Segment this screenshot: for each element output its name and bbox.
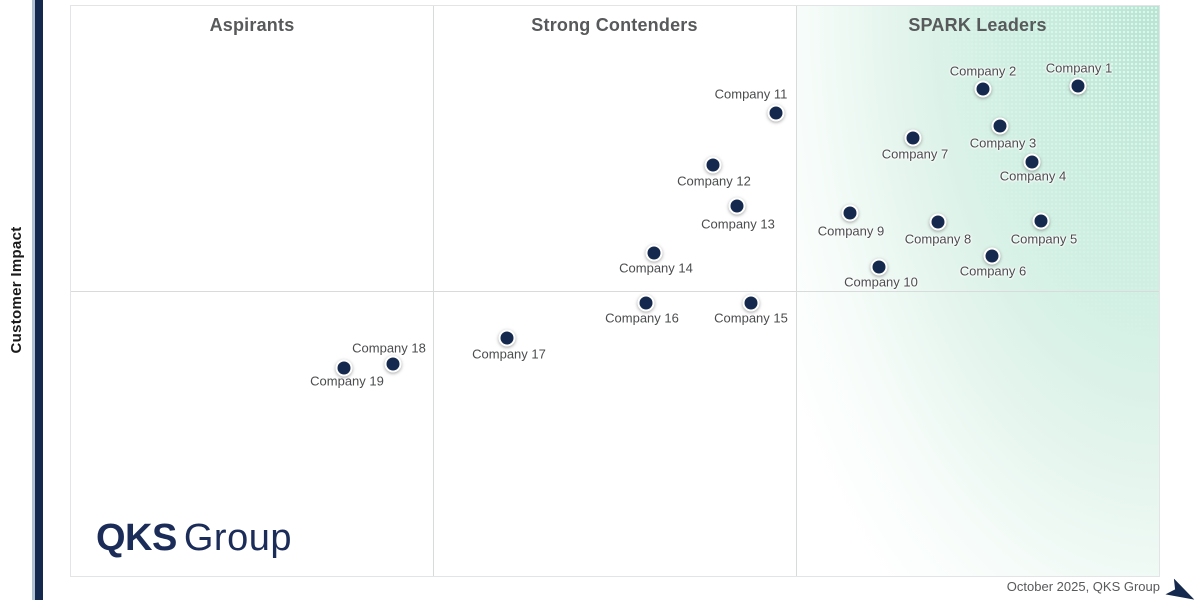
data-point-company-4	[1023, 153, 1041, 171]
data-point-label: Company 1	[1045, 60, 1113, 76]
data-point-label: Company 8	[904, 231, 972, 247]
data-point-company-17	[498, 329, 516, 347]
data-point-label: Company 6	[959, 263, 1027, 279]
data-point-label: Company 13	[701, 216, 775, 232]
data-point-company-3	[991, 117, 1009, 135]
data-point-company-1	[1069, 77, 1087, 95]
data-point-company-15	[742, 294, 760, 312]
data-point-label: Company 11	[714, 86, 788, 102]
data-point-company-13	[728, 197, 746, 215]
data-point-label: Company 16	[605, 310, 679, 326]
section-header-spark-leaders: SPARK Leaders	[908, 15, 1047, 35]
data-point-label: Company 5	[1010, 231, 1078, 247]
section-header-strong-contenders: Strong Contenders	[531, 15, 698, 35]
data-point-label: Company 4	[999, 168, 1067, 184]
data-point-label: Company 18	[352, 340, 426, 356]
horizontal-divider	[71, 291, 1159, 292]
x-axis-arrow-icon	[1165, 578, 1198, 600]
data-point-label: Company 12	[677, 173, 751, 189]
data-point-label: Company 10	[844, 274, 918, 290]
y-axis-bar-edge	[32, 0, 35, 600]
qks-group-logo: QKS Group	[96, 518, 292, 558]
data-point-label: Company 17	[472, 346, 546, 362]
data-point-company-16	[637, 294, 655, 312]
data-point-label: Company 9	[817, 223, 885, 239]
data-point-label: Company 3	[969, 135, 1037, 151]
footer-attribution: October 2025, QKS Group	[1006, 579, 1160, 594]
data-point-company-10	[870, 258, 888, 276]
data-point-company-19	[335, 359, 353, 377]
section-header-aspirants: Aspirants	[209, 15, 295, 35]
logo-text-bold: QKS	[96, 517, 177, 559]
data-point-company-6	[983, 247, 1001, 265]
data-point-company-18	[384, 355, 402, 373]
data-point-company-9	[841, 204, 859, 222]
data-point-label: Company 15	[714, 310, 788, 326]
logo-text-regular: Group	[183, 517, 292, 559]
plot-area: Aspirants Strong Contenders SPARK Leader…	[70, 5, 1160, 577]
data-point-company-7	[904, 129, 922, 147]
data-point-company-8	[929, 213, 947, 231]
data-point-label: Company 19	[310, 373, 384, 389]
y-axis-label: Customer Impact	[8, 226, 25, 354]
data-point-company-12	[704, 156, 722, 174]
data-point-company-11	[767, 104, 785, 122]
data-point-label: Company 2	[949, 63, 1017, 79]
y-axis-line	[35, 0, 43, 600]
data-point-company-14	[645, 244, 663, 262]
points-layer: Company 1 Company 2 Company 3 Company 4 Comp…	[71, 6, 1159, 576]
data-point-company-5	[1032, 212, 1050, 230]
data-point-company-2	[974, 80, 992, 98]
data-point-label: Company 14	[619, 260, 693, 276]
data-point-label: Company 7	[881, 146, 949, 162]
